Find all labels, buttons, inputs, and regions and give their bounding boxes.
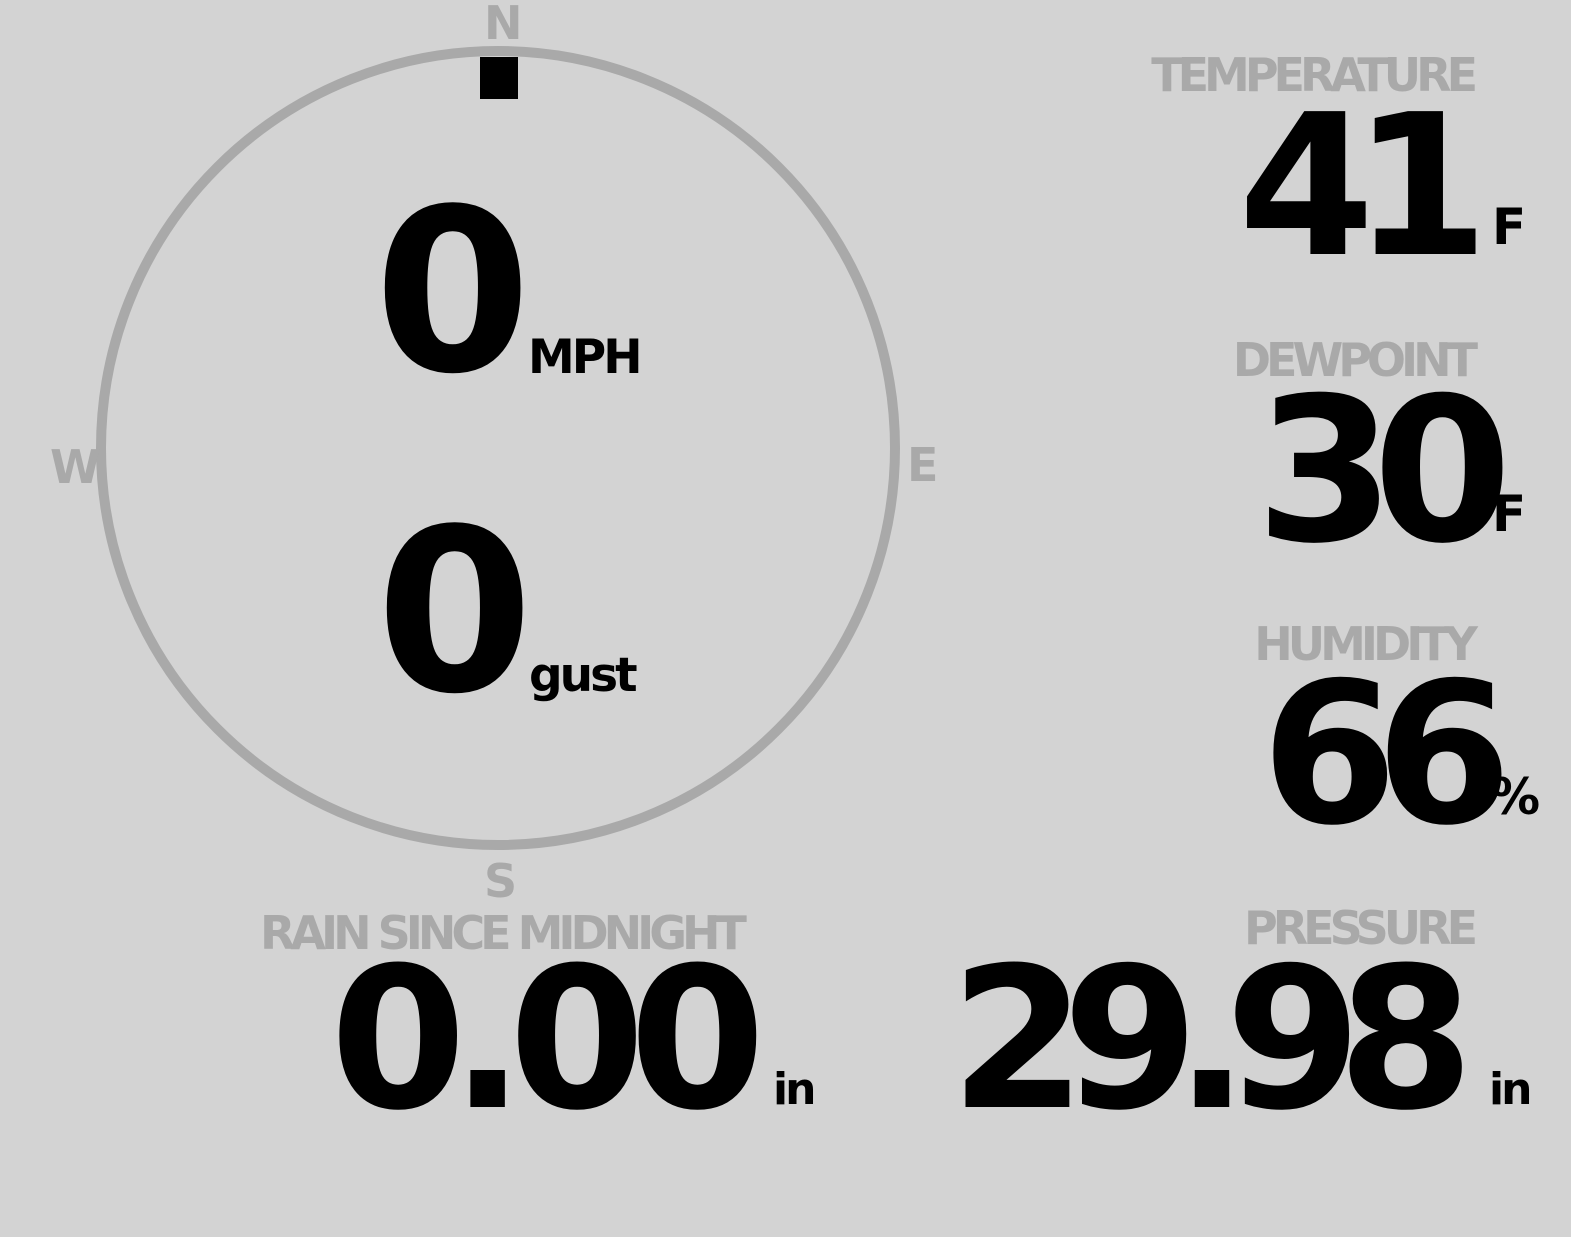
compass-west: W bbox=[50, 440, 101, 494]
compass-ring bbox=[96, 46, 900, 850]
rain-value: 0.00 bbox=[330, 926, 766, 1154]
humidity-label: HUMIDITY bbox=[1254, 617, 1478, 671]
wind-speed-unit: MPH bbox=[528, 330, 643, 385]
dewpoint-unit: F bbox=[1492, 485, 1526, 543]
rain-unit: in bbox=[773, 1064, 816, 1115]
rain-label: RAIN SINCE MIDNIGHT bbox=[260, 906, 747, 960]
temperature-label: TEMPERATURE bbox=[1151, 48, 1478, 102]
humidity-unit: % bbox=[1490, 768, 1540, 826]
compass-south: S bbox=[484, 854, 518, 908]
dewpoint-label: DEWPOINT bbox=[1232, 333, 1478, 387]
temperature-unit: F bbox=[1492, 198, 1526, 256]
pressure-label: PRESSURE bbox=[1244, 901, 1478, 955]
wind-gust-value: 0 bbox=[376, 481, 533, 744]
wind-speed-value: 0 bbox=[374, 161, 531, 424]
humidity-value: 66 bbox=[1261, 641, 1512, 869]
pressure-unit: in bbox=[1489, 1064, 1532, 1115]
compass-east: E bbox=[907, 438, 939, 492]
wind-gust-unit: gust bbox=[529, 648, 638, 703]
wind-direction-marker bbox=[480, 57, 518, 99]
compass-north: N bbox=[484, 0, 523, 50]
dewpoint-value: 30 bbox=[1255, 355, 1512, 588]
temperature-value: 41 bbox=[1238, 73, 1489, 301]
pressure-value: 29.98 bbox=[950, 926, 1474, 1154]
